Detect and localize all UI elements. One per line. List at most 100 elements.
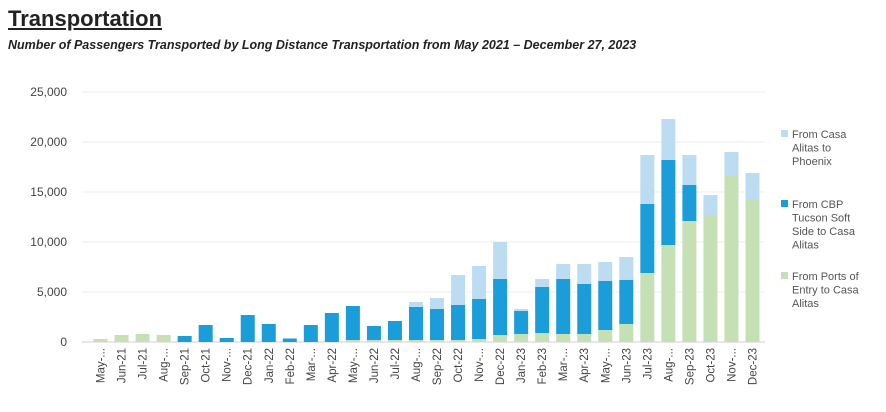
y-tick-label: 10,000 [30, 235, 67, 249]
bar-segment [703, 195, 718, 215]
legend-label: From CBP [792, 199, 843, 211]
bar-segment [640, 155, 655, 204]
x-tick-label: Aug-... [411, 348, 423, 382]
bar-segment [682, 155, 697, 185]
y-tick-label: 20,000 [30, 135, 67, 149]
bar-segment [577, 334, 592, 342]
bar-segment [345, 306, 360, 340]
legend-swatch [781, 130, 788, 137]
y-tick-label: 25,000 [30, 85, 67, 99]
bar-segment [619, 257, 634, 280]
bar-segment [366, 340, 381, 342]
bar-segment [661, 119, 676, 160]
x-tick-label: May-... [96, 348, 108, 383]
x-tick-label: Sep-23 [684, 348, 696, 385]
y-tick-label: 15,000 [30, 185, 67, 199]
x-tick-label: Sep-22 [432, 348, 444, 385]
bar-segment [493, 335, 508, 342]
legend-swatch [781, 200, 788, 207]
x-tick-label: Aug-... [159, 348, 171, 382]
bar-segment [135, 334, 150, 342]
bar-segment [451, 305, 466, 340]
x-tick-label: Oct-22 [453, 348, 465, 383]
x-tick-label: Oct-21 [201, 348, 213, 383]
x-tick-label: Jun-21 [117, 348, 129, 383]
bar-segment [430, 298, 445, 309]
legend-label: From Ports of [792, 271, 860, 283]
legend-label: Alitas [792, 298, 819, 310]
bar-segment [556, 279, 571, 334]
bar-segment [577, 264, 592, 284]
chart-subtitle: Number of Passengers Transported by Long… [8, 38, 637, 52]
x-tick-label: Nov-... [222, 348, 234, 382]
bar-segment [261, 324, 276, 342]
bar-segment [682, 221, 697, 342]
bar-segment [640, 204, 655, 273]
bar-segment [682, 185, 697, 221]
bar-segment [430, 340, 445, 342]
bar-segment [640, 273, 655, 342]
chart-title: Transportation [8, 6, 163, 31]
bar-segment [114, 335, 129, 342]
bar-segment [408, 340, 423, 342]
x-tick-label: Feb-22 [285, 348, 297, 384]
x-tick-label: May-... [600, 348, 612, 383]
x-tick-label: Jun-23 [621, 348, 633, 383]
bar-segment [514, 334, 529, 342]
x-tick-label: Nov-... [474, 348, 486, 382]
legend-label: Tucson Soft [792, 213, 850, 225]
x-tick-label: Jan-23 [516, 348, 528, 383]
legend-label: Entry to Casa [792, 285, 860, 297]
legend-label: Phoenix [792, 156, 832, 168]
y-tick-label: 5,000 [37, 285, 67, 299]
bar-segment [219, 338, 234, 342]
legend-label: From Casa [792, 129, 847, 141]
bar-segment [493, 279, 508, 335]
x-tick-label: Jul-23 [642, 348, 654, 379]
bar-segment [345, 340, 360, 342]
bar-segment [619, 280, 634, 324]
x-tick-label: Oct-23 [705, 348, 717, 383]
bar-segment [451, 275, 466, 305]
bar-segment [472, 339, 487, 342]
bar-segment [745, 173, 760, 200]
x-tick-label: Dec-23 [747, 348, 759, 385]
bar-segment [324, 313, 339, 342]
bar-segment [535, 333, 550, 342]
bar-segment [156, 335, 171, 342]
bar-segment [408, 307, 423, 340]
x-tick-label: Jan-22 [264, 348, 276, 383]
legend-label: Alitas [792, 240, 819, 252]
legend-label: Side to Casa [792, 226, 856, 238]
x-tick-label: Dec-21 [243, 348, 255, 385]
bar-segment [535, 287, 550, 333]
x-tick-label: Apr-23 [579, 348, 591, 383]
bar-segment [430, 309, 445, 340]
bar-segment [240, 315, 255, 342]
x-tick-label: Dec-22 [495, 348, 507, 385]
bar-segment [514, 309, 529, 311]
bar-segment [556, 334, 571, 342]
bar-segment [93, 339, 108, 342]
x-tick-label: Jul-22 [390, 348, 402, 379]
bar-segment [177, 336, 192, 342]
x-tick-label: Apr-22 [327, 348, 339, 383]
legend-swatch [781, 272, 788, 279]
bar-segment [282, 338, 297, 342]
x-tick-label: May-... [348, 348, 360, 383]
bar-segment [703, 215, 718, 342]
x-tick-label: Sep-21 [180, 348, 192, 385]
bar-segment [451, 340, 466, 342]
bar-segment [408, 302, 423, 307]
bar-segment [724, 152, 739, 176]
bar-segment [661, 160, 676, 245]
bar-segment [556, 264, 571, 279]
bar-segment [724, 176, 739, 342]
x-tick-label: Mar-... [306, 348, 318, 381]
x-tick-label: Jun-22 [369, 348, 381, 383]
x-tick-label: Mar-... [558, 348, 570, 381]
bar-segment [387, 340, 402, 342]
bar-segment [745, 200, 760, 342]
bar-segment [493, 242, 508, 279]
